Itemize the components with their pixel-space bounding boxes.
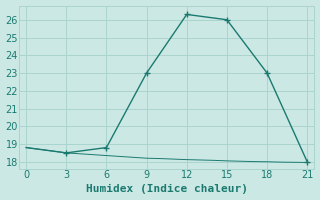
X-axis label: Humidex (Indice chaleur): Humidex (Indice chaleur) (86, 184, 248, 194)
